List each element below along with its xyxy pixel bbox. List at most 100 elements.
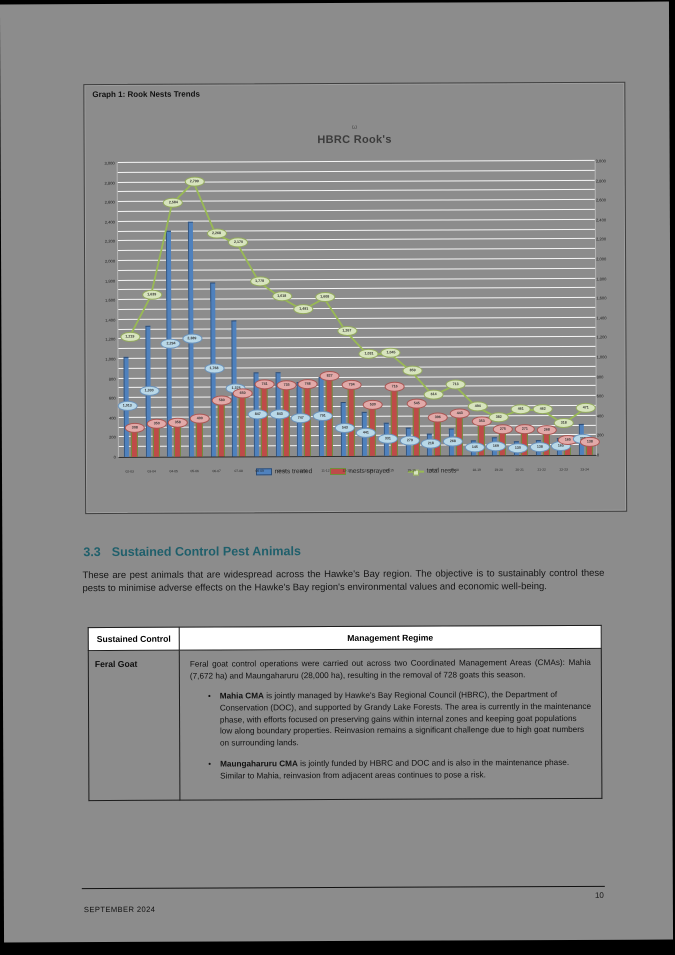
data-label-nests-sprayed: 138: [580, 437, 601, 448]
regime-cell: Feral goat control operations were carri…: [179, 648, 602, 801]
data-label-total-nests: 859: [402, 365, 423, 376]
table-row: Feral Goat Feral goat control operations…: [88, 648, 602, 801]
bullet-icon: •: [207, 691, 211, 701]
y-axis-tick-label: 1,200: [105, 338, 116, 343]
y-axis-tick-label: 1,400: [596, 316, 607, 321]
y-axis-tick-label: 2,600: [104, 201, 115, 206]
y-axis-tick-label: 800: [596, 375, 604, 380]
regime-intro: Feral goat control operations were carri…: [189, 657, 591, 681]
bullet-text: Mahia CMA is jointly managed by Hawke's …: [220, 689, 591, 750]
data-label-total-nests: 2,584: [163, 197, 184, 208]
bullet-lead: Maungaharuru CMA: [220, 759, 298, 769]
data-label-nests-treated: 2,389: [182, 333, 203, 344]
y-axis-tick-label: 1,000: [105, 357, 116, 363]
data-label-nests-treated: 847: [247, 408, 268, 419]
footer-divider: [81, 885, 605, 890]
data-label-total-nests: 471: [575, 402, 596, 413]
graph-1-frame: Graph 1: Rook Nests Trends ω HBRC Rook's…: [83, 81, 628, 515]
data-label-total-nests: 2,799: [184, 176, 205, 187]
table-header-row: Sustained Control Management Regime: [88, 625, 602, 651]
y-axis-tick-label: 1,600: [596, 296, 607, 302]
y-axis-tick-label: 1,200: [596, 336, 607, 341]
y-axis-tick-label: 2,200: [104, 240, 116, 245]
section-paragraph: These are pest animals that are widespre…: [82, 567, 605, 595]
y-axis-tick-label: 2,400: [595, 218, 607, 223]
y-axis-tick-label: 2,600: [595, 198, 607, 204]
data-label-total-nests: 2,268: [206, 228, 227, 239]
y-axis-tick-label: 600: [108, 397, 116, 402]
chart-title: HBRC Rook's: [317, 133, 392, 147]
data-label-nests-treated: 130: [507, 442, 529, 453]
data-label-nests-sprayed: 268: [536, 424, 557, 435]
bullet-text: Maungaharuru CMA is jointly funded by HB…: [220, 757, 591, 782]
x-axis-tick-label: 23-24: [580, 468, 590, 472]
data-label-nests-sprayed: 400: [189, 413, 210, 424]
bullet-icon: •: [208, 759, 212, 769]
management-regime-table: Sustained Control Management Regime Fera…: [87, 624, 603, 802]
footer-date: SEPTEMBER 2024: [83, 904, 156, 915]
data-label-nests-treated: 145: [464, 442, 485, 453]
y-axis-tick-label: 2,200: [595, 238, 607, 243]
y-axis-tick-label: 400: [596, 414, 604, 419]
y-axis-tick-label: 3,000: [595, 159, 606, 164]
y-axis-tick-label: 400: [108, 416, 116, 421]
data-label-nests-sprayed: 735: [276, 380, 297, 391]
header-sustained-control: Sustained Control: [88, 627, 180, 651]
data-label-nests-sprayed: 716: [384, 381, 405, 392]
bullet-lead: Mahia CMA: [219, 691, 264, 701]
y-axis-tick-label: 600: [596, 394, 604, 400]
data-label-total-nests: 462: [532, 403, 553, 414]
data-label-nests-sprayed: 443: [449, 408, 470, 419]
y-axis-tick-label: 1,000: [596, 355, 607, 360]
page-number: 10: [594, 890, 604, 900]
bullet-body: is jointly managed by Hawke's Bay Region…: [219, 689, 592, 748]
data-label-total-nests: 1,267: [337, 325, 358, 336]
y-axis-tick-label: 800: [108, 377, 116, 382]
y-axis-tick-label: 2,800: [595, 179, 606, 184]
y-axis-tick-label: 2,000: [596, 257, 607, 262]
y-axis-tick-label: 1,600: [105, 299, 116, 304]
list-item: • Mahia CMA is jointly managed by Hawke'…: [208, 689, 591, 750]
plot-area: 02-03 03-04 04-05 05-06 06-07 07-08 08-09 09-10…: [116, 159, 601, 474]
chart-canvas: ω HBRC Rook's 02-03 03-04 04-05 05-06 06-07 0…: [84, 83, 626, 513]
data-label-nests-treated: 268: [442, 436, 463, 447]
data-label-nests-treated: 2,294: [160, 338, 181, 349]
animal-name-cell: Feral Goat: [88, 650, 180, 801]
data-label-nests-sprayed: 827: [319, 370, 340, 382]
data-label-total-nests: 1,219: [120, 331, 141, 342]
data-label-total-nests: 461: [510, 403, 531, 415]
data-label-total-nests: 1,045: [380, 347, 401, 358]
y-axis-tick-label: 2,800: [104, 181, 115, 186]
y-axis-tick-label: 0: [113, 455, 116, 461]
y-axis-tick-label: 1,800: [104, 279, 116, 284]
data-label-nests-sprayed: 580: [211, 395, 232, 406]
header-management-regime: Management Regime: [179, 625, 602, 651]
data-label-nests-treated: 331: [377, 433, 398, 444]
y-axis-tick-label: 3,000: [104, 161, 115, 167]
data-label-total-nests: 382: [489, 411, 510, 422]
y-axis-tick-label: 1,800: [596, 277, 607, 282]
data-label-nests-sprayed: 358: [167, 417, 189, 428]
y-axis-tick-label: 0: [596, 453, 600, 458]
data-label-nests-sprayed: 350: [146, 418, 167, 429]
y-axis-tick-label: 200: [109, 436, 116, 441]
title-ornament: ω: [351, 123, 358, 131]
data-label-total-nests: 614: [424, 389, 445, 400]
data-label-nests-treated: 843: [269, 408, 290, 419]
y-axis-tick-label: 200: [596, 434, 604, 439]
section-number: 3.3: [83, 545, 101, 560]
section-title: Sustained Control Pest Animals: [111, 544, 301, 559]
data-label-nests-treated: 169: [486, 440, 507, 452]
y-axis-tick-label: 1,400: [105, 318, 116, 323]
data-label-total-nests: 1,778: [250, 276, 271, 287]
data-label-nests-sprayed: 734: [341, 379, 362, 391]
y-axis-tick-label: 2,000: [104, 259, 116, 265]
y-axis-tick-label: 2,400: [104, 220, 115, 225]
list-item: • Maungaharuru CMA is jointly funded by …: [208, 757, 591, 782]
section-heading: 3.3 Sustained Control Pest Animals: [83, 544, 301, 559]
data-label-nests-sprayed: 308: [124, 422, 145, 433]
data-label-total-nests: 494: [467, 400, 488, 412]
total-nests-line: [128, 180, 586, 425]
data-label-nests-sprayed: 545: [406, 398, 427, 409]
